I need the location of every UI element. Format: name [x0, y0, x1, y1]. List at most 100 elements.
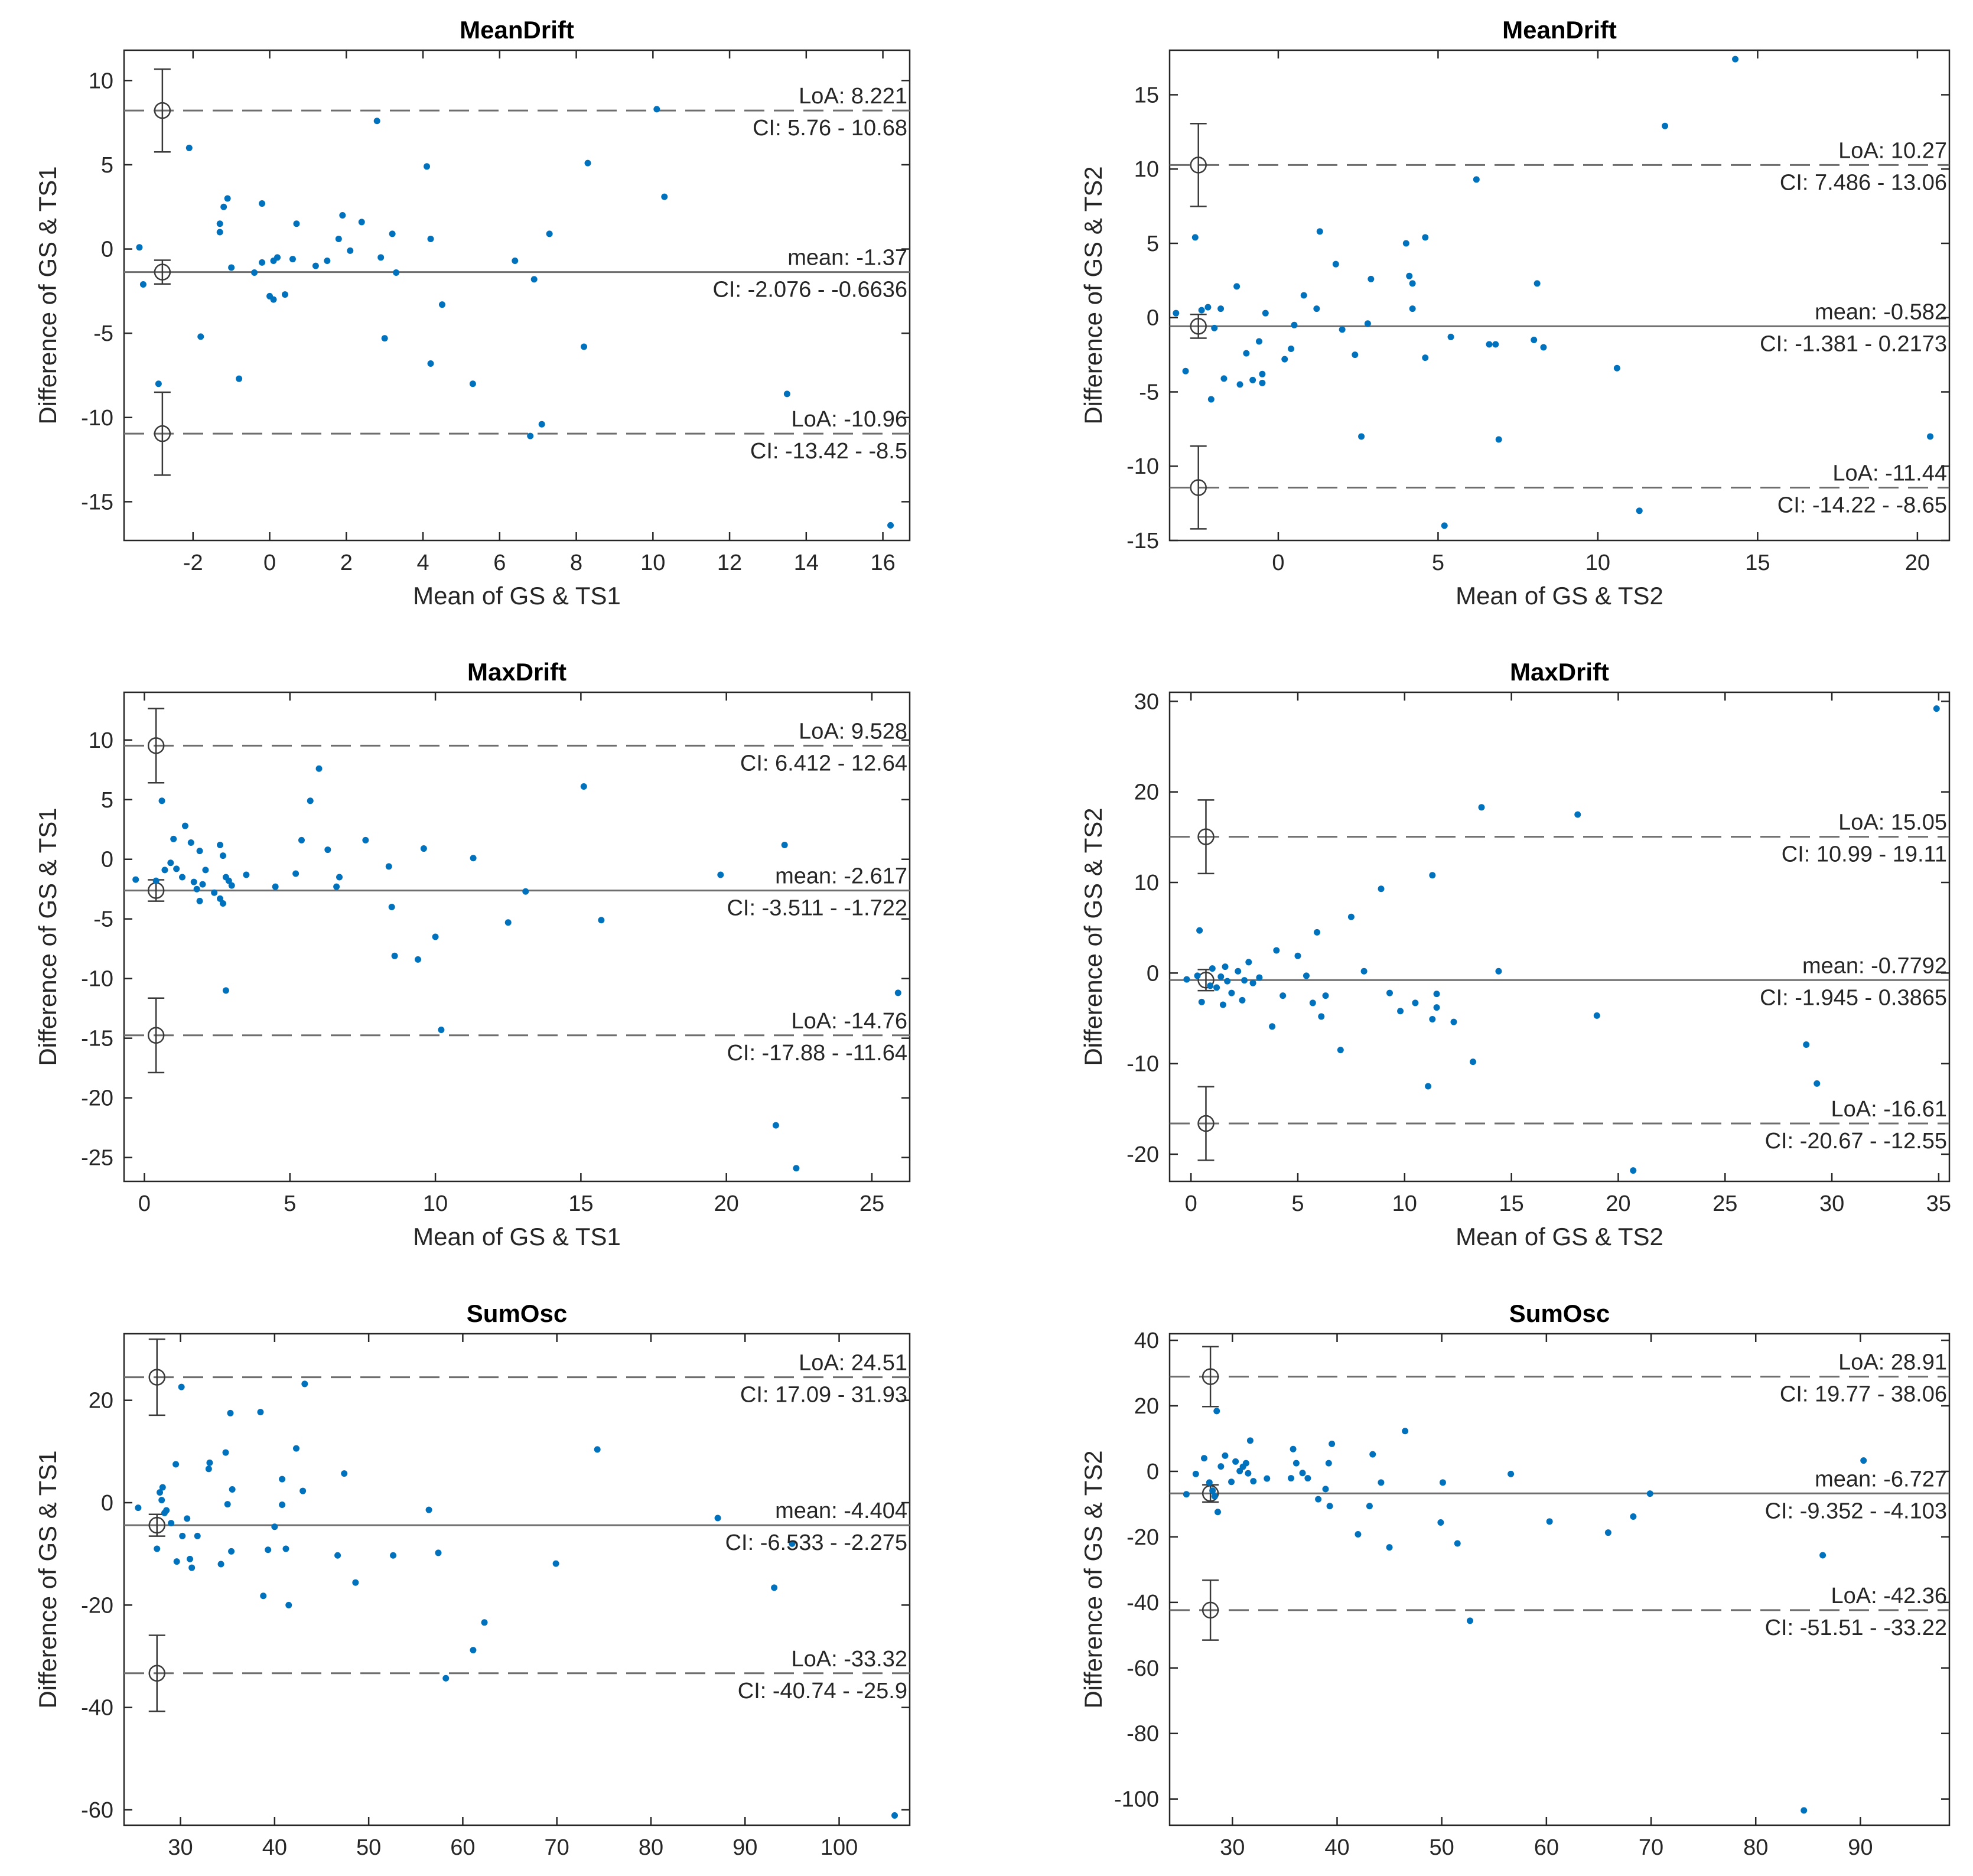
data-point: [1437, 1519, 1444, 1526]
data-point: [789, 1540, 796, 1547]
data-point: [259, 259, 266, 266]
data-point: [1198, 307, 1205, 314]
upper-ci-label: CI: 6.412 - 12.64: [740, 751, 907, 776]
data-point: [1233, 283, 1241, 290]
errorbar-marker: [1190, 157, 1207, 174]
data-point: [184, 1515, 191, 1522]
data-point: [771, 1584, 778, 1591]
data-point: [335, 235, 342, 242]
data-point: [427, 235, 434, 242]
data-point: [170, 835, 177, 842]
data-point: [1636, 507, 1643, 514]
x-tick-label: 50: [1430, 1835, 1454, 1860]
chart-title: MaxDrift: [467, 658, 566, 686]
data-point: [181, 822, 188, 829]
upper-loa-label: LoA: 10.27: [1838, 138, 1947, 163]
x-tick-label: 30: [1819, 1191, 1844, 1216]
data-point: [1467, 1617, 1474, 1624]
upper-loa-label: LoA: 8.221: [799, 84, 907, 109]
data-point: [243, 871, 250, 878]
data-point: [580, 783, 587, 790]
data-point: [1478, 804, 1485, 811]
lower-ci-label: CI: -40.74 - -25.9: [738, 1679, 907, 1704]
errorbar-marker: [147, 737, 165, 754]
lower-ci-label: CI: -14.22 - -8.65: [1777, 493, 1947, 517]
data-point: [281, 291, 288, 298]
data-point: [211, 889, 218, 896]
data-point: [1294, 952, 1301, 959]
y-axis-label: Difference of GS & TS1: [34, 166, 61, 424]
data-point: [1235, 968, 1242, 975]
data-point: [661, 193, 668, 200]
data-point: [216, 220, 223, 227]
data-point: [1206, 1479, 1213, 1486]
data-point: [1183, 976, 1190, 983]
data-point: [173, 1558, 180, 1565]
y-tick-label: -5: [1139, 380, 1159, 405]
y-tick-label: 5: [101, 153, 113, 178]
data-point: [714, 1515, 721, 1522]
data-point: [1409, 280, 1416, 287]
y-tick-label: -25: [81, 1146, 113, 1171]
data-point: [228, 882, 235, 889]
data-point: [1222, 1452, 1229, 1459]
data-point: [1402, 1428, 1409, 1435]
data-point: [1339, 326, 1346, 333]
upper-ci-label: CI: 7.486 - 13.06: [1780, 170, 1947, 195]
data-point: [1366, 1503, 1373, 1510]
data-point: [1255, 338, 1262, 345]
upper-errorbar: [147, 708, 165, 784]
y-tick-label: -10: [81, 406, 113, 431]
data-point: [1315, 1496, 1322, 1503]
data-point: [168, 1520, 175, 1527]
data-point: [152, 877, 159, 884]
data-point: [206, 1459, 213, 1466]
data-point: [173, 865, 180, 872]
lower-errorbar: [1190, 445, 1207, 530]
data-point: [1433, 1004, 1440, 1011]
x-tick-label: 20: [1905, 551, 1930, 575]
upper-errorbar: [1197, 799, 1215, 875]
upper-loa-label: LoA: 15.05: [1838, 810, 1947, 835]
mean-label: mean: -4.404: [775, 1499, 907, 1523]
errorbar-marker: [154, 102, 171, 119]
data-point: [388, 904, 395, 911]
axes-box: [1168, 1333, 1951, 1826]
data-point: [1412, 999, 1419, 1007]
data-point: [1211, 324, 1218, 331]
x-tick-label: 40: [262, 1835, 287, 1860]
data-point: [1927, 433, 1934, 440]
x-tick-label: 90: [732, 1835, 757, 1860]
data-point: [1454, 1540, 1461, 1547]
data-point: [1441, 522, 1448, 529]
data-point: [1933, 705, 1940, 712]
data-point: [293, 220, 300, 227]
y-tick-label: -100: [1114, 1787, 1159, 1812]
upper-loa-label: LoA: 9.528: [799, 719, 907, 744]
x-tick-label: 15: [1745, 551, 1770, 575]
data-point: [1368, 275, 1375, 282]
data-point: [1192, 1470, 1199, 1477]
data-point: [1352, 351, 1359, 359]
data-point: [225, 877, 232, 884]
x-tick-label: 80: [1743, 1835, 1768, 1860]
data-point: [279, 1501, 286, 1508]
data-point: [653, 106, 660, 113]
data-point: [1473, 176, 1480, 183]
data-point: [339, 212, 346, 219]
y-tick-label: 10: [1134, 871, 1159, 895]
lower-errorbar: [1197, 1086, 1215, 1161]
data-point: [265, 1546, 272, 1553]
data-point: [1281, 356, 1288, 363]
data-point: [1290, 1445, 1297, 1452]
data-point: [1228, 989, 1235, 996]
data-point: [1646, 1490, 1653, 1497]
data-point: [1250, 1478, 1257, 1485]
x-tick-label: 25: [1712, 1191, 1737, 1216]
x-tick-label: 30: [168, 1835, 193, 1860]
x-tick-label: 100: [821, 1835, 858, 1860]
x-tick-label: 6: [493, 551, 506, 575]
data-point: [717, 871, 724, 878]
data-point: [298, 836, 305, 843]
y-tick-label: 0: [1147, 1460, 1159, 1484]
